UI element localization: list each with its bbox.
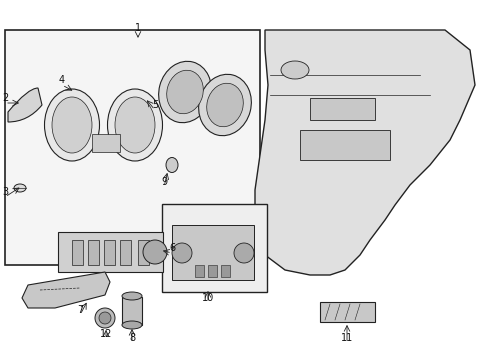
Bar xyxy=(195,265,203,277)
PathPatch shape xyxy=(254,30,474,275)
Bar xyxy=(92,134,120,152)
PathPatch shape xyxy=(8,88,42,122)
Bar xyxy=(120,240,131,265)
PathPatch shape xyxy=(22,272,110,308)
Text: 11: 11 xyxy=(340,333,352,343)
Text: 5: 5 xyxy=(152,100,158,110)
Text: 7: 7 xyxy=(77,305,83,315)
Text: 2: 2 xyxy=(2,93,8,103)
Ellipse shape xyxy=(166,70,203,114)
Bar xyxy=(319,302,374,322)
Bar xyxy=(138,240,149,265)
Bar xyxy=(172,225,253,280)
Bar xyxy=(88,240,99,265)
Bar xyxy=(309,98,374,120)
Ellipse shape xyxy=(206,83,243,127)
Text: 3: 3 xyxy=(2,187,8,197)
Text: 10: 10 xyxy=(202,293,214,303)
Ellipse shape xyxy=(165,158,178,172)
Circle shape xyxy=(95,308,115,328)
Text: 1: 1 xyxy=(135,23,141,33)
Bar xyxy=(162,204,266,292)
Ellipse shape xyxy=(107,89,162,161)
Bar xyxy=(221,265,229,277)
Text: 6: 6 xyxy=(168,243,175,253)
Bar xyxy=(72,240,83,265)
Ellipse shape xyxy=(198,74,251,136)
Ellipse shape xyxy=(52,97,92,153)
Ellipse shape xyxy=(122,321,142,329)
Circle shape xyxy=(99,312,111,324)
Ellipse shape xyxy=(44,89,99,161)
Ellipse shape xyxy=(281,61,308,79)
Circle shape xyxy=(142,240,167,264)
Bar xyxy=(122,297,142,325)
Text: 4: 4 xyxy=(59,75,65,85)
Circle shape xyxy=(172,243,192,263)
Ellipse shape xyxy=(122,292,142,300)
Ellipse shape xyxy=(158,61,211,123)
Bar xyxy=(104,240,115,265)
Bar xyxy=(299,130,389,160)
Bar xyxy=(5,30,260,265)
Bar xyxy=(207,265,217,277)
Ellipse shape xyxy=(115,97,155,153)
Text: 12: 12 xyxy=(100,329,112,339)
Ellipse shape xyxy=(14,184,26,192)
Bar xyxy=(58,232,163,272)
Circle shape xyxy=(234,243,253,263)
Text: 8: 8 xyxy=(129,333,135,343)
Text: 9: 9 xyxy=(161,177,167,187)
